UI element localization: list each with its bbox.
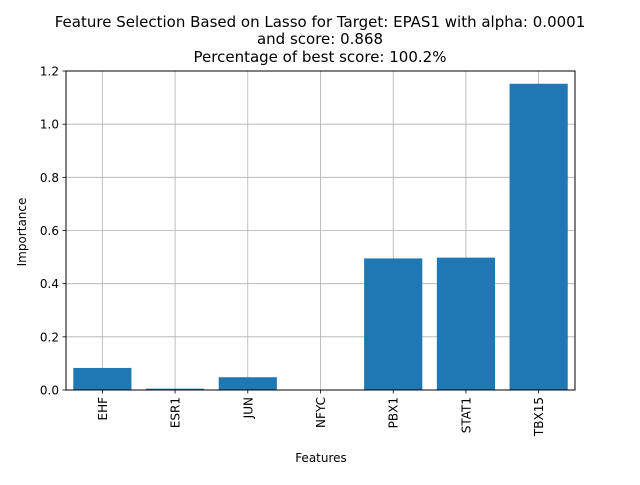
bar-jun xyxy=(218,377,277,390)
bars-layer xyxy=(73,83,568,390)
x-axis-label: Features xyxy=(295,451,347,465)
y-tick-label: 1.0 xyxy=(40,118,59,132)
y-tick-label: 0.0 xyxy=(40,384,59,398)
y-tick-label: 0.6 xyxy=(40,224,59,238)
bar-ehf xyxy=(73,367,132,390)
bar-esr1 xyxy=(145,388,205,390)
y-tick-label: 1.2 xyxy=(40,65,59,79)
axes-layer: 0.0 0.2 0.4 0.6 0.8 1.0 1.2 EHF ESR1 JUN NFYC PBX1 S… xyxy=(40,65,576,437)
y-tick-label: 0.4 xyxy=(40,277,59,291)
chart-title-line-1: Feature Selection Based on Lasso for Tar… xyxy=(55,13,586,31)
x-tick-label: PBX1 xyxy=(387,397,401,428)
grid-layer xyxy=(66,70,575,391)
y-tick-label: 0.8 xyxy=(40,171,59,185)
chart-title-line-3: Percentage of best score: 100.2% xyxy=(194,48,447,66)
bar-pbx1 xyxy=(364,258,423,390)
x-tick-label: ESR1 xyxy=(169,397,183,428)
bar-stat1 xyxy=(436,257,496,390)
y-tick-label: 0.2 xyxy=(40,330,59,344)
x-tick-label: NFYC xyxy=(314,397,328,428)
x-tick-label: EHF xyxy=(96,397,110,421)
plot-frame xyxy=(65,70,576,391)
x-tick-label: JUN xyxy=(241,397,255,419)
y-axis-label: Importance xyxy=(15,198,29,267)
chart-title-line-2: and score: 0.868 xyxy=(257,30,383,48)
x-tick-label: STAT1 xyxy=(459,397,473,433)
bar-tbx15 xyxy=(509,83,568,390)
x-tick-label: TBX15 xyxy=(532,397,546,437)
